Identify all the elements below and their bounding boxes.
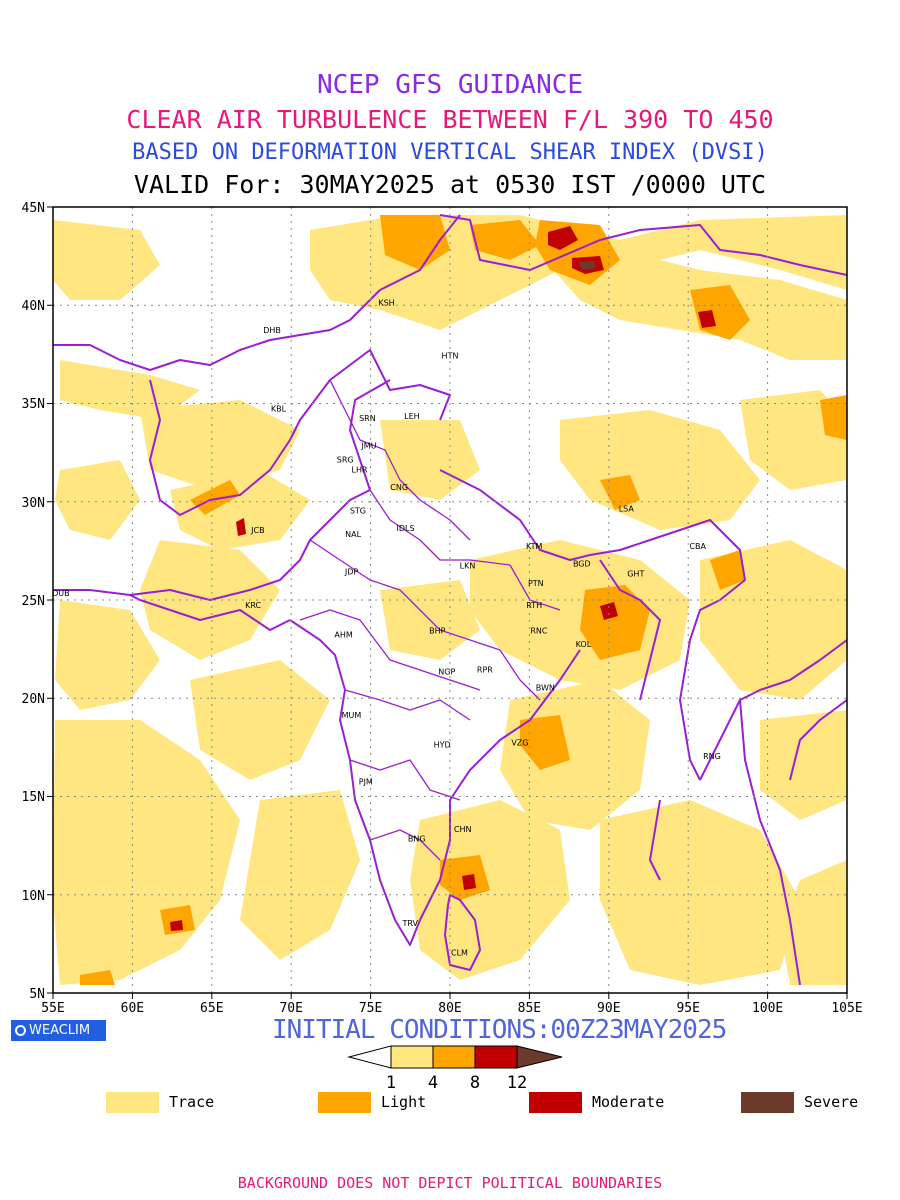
city-label-pjm: PJM bbox=[359, 778, 373, 787]
lon-label: 85E bbox=[518, 1001, 541, 1016]
weaclim-logo: WEACLIM bbox=[11, 1020, 106, 1041]
city-label-stg: STG bbox=[350, 507, 366, 516]
lat-label: 40N bbox=[22, 299, 45, 314]
lon-label: 65E bbox=[200, 1001, 223, 1016]
lat-label: 45N bbox=[22, 201, 45, 216]
latitude-labels: 45N 40N 35N 30N 25N 20N 15N 10N 5N bbox=[22, 201, 45, 1002]
lat-label: 30N bbox=[22, 496, 45, 511]
city-label-lsa: LSA bbox=[619, 505, 635, 514]
lon-label: 95E bbox=[676, 1001, 699, 1016]
city-label-htn: HTN bbox=[442, 351, 459, 360]
lat-label: 15N bbox=[22, 790, 45, 805]
lat-label: 5N bbox=[29, 987, 45, 1002]
lat-label: 35N bbox=[22, 397, 45, 412]
colorbar-segment-moderate bbox=[474, 1045, 518, 1069]
city-label-rng: RNG bbox=[703, 752, 721, 761]
legend-label: Trace bbox=[169, 1093, 215, 1111]
city-label-ktm: KTM bbox=[526, 542, 543, 551]
legend-label: Severe bbox=[804, 1093, 859, 1111]
lon-label: 60E bbox=[121, 1001, 144, 1016]
legend-swatch bbox=[529, 1092, 582, 1113]
axis-ticks bbox=[47, 206, 848, 999]
longitude-labels: 55E 60E 65E 70E 75E 80E 85E 90E 95E 100E… bbox=[41, 1001, 862, 1016]
legend-label: Moderate bbox=[592, 1093, 665, 1111]
colorbar-tick-label: 1 bbox=[386, 1073, 396, 1093]
city-label-rnc: RNC bbox=[530, 626, 548, 635]
city-label-vzg: VZG bbox=[511, 738, 528, 747]
city-label-chn: CHN bbox=[454, 825, 472, 834]
city-label-lkn: LKN bbox=[460, 562, 476, 571]
legend-swatch bbox=[106, 1092, 159, 1113]
city-label-leh: LEH bbox=[404, 412, 420, 421]
initial-conditions: INITIAL CONDITIONS:00Z23MAY2025 bbox=[272, 1015, 727, 1045]
legend-label: Light bbox=[381, 1093, 427, 1111]
city-label-hyd: HYD bbox=[434, 740, 451, 749]
city-label-dhb: DHB bbox=[263, 326, 281, 335]
colorbar-segment-severe bbox=[516, 1045, 563, 1069]
globe-icon bbox=[15, 1025, 26, 1036]
city-label-bng: BNG bbox=[408, 835, 426, 844]
lon-label: 55E bbox=[41, 1001, 64, 1016]
city-label-kbl: KBL bbox=[271, 404, 287, 413]
city-label-ngp: NGP bbox=[438, 668, 455, 677]
legend-swatch bbox=[741, 1092, 794, 1113]
colorbar-segment-trace bbox=[390, 1045, 434, 1069]
title-valid-time: VALID For: 30MAY2025 at 0530 IST /0000 U… bbox=[133, 170, 767, 199]
city-label-krc: KRC bbox=[245, 601, 261, 610]
city-label-cng: CNG bbox=[390, 483, 408, 492]
lat-lon-grid bbox=[53, 207, 847, 993]
city-label-ksh: KSH bbox=[378, 298, 394, 307]
city-label-ght: GHT bbox=[627, 569, 644, 578]
city-label-kol: KOL bbox=[576, 640, 592, 649]
lon-label: 80E bbox=[438, 1001, 461, 1016]
lon-label: 105E bbox=[831, 1001, 862, 1016]
city-label-idls: IDLS bbox=[396, 524, 414, 533]
colorbar-segment-light bbox=[432, 1045, 476, 1069]
city-label-clm: CLM bbox=[451, 949, 468, 958]
city-label-bhp: BHP bbox=[429, 626, 446, 635]
lat-label: 20N bbox=[22, 692, 45, 707]
footer-disclaimer: BACKGROUND DOES NOT DEPICT POLITICAL BOU… bbox=[237, 1174, 663, 1192]
title-method: BASED ON DEFORMATION VERTICAL SHEAR INDE… bbox=[132, 140, 768, 165]
city-label-trv: TRV bbox=[402, 919, 419, 928]
colorbar-tick-label: 4 bbox=[428, 1073, 438, 1093]
lon-label: 100E bbox=[752, 1001, 783, 1016]
colorbar-tick-label: 12 bbox=[507, 1073, 527, 1093]
city-label-srn: SRN bbox=[359, 414, 376, 423]
city-label-lhr: LHR bbox=[351, 465, 367, 474]
lat-label: 10N bbox=[22, 889, 45, 904]
title-product: CLEAR AIR TURBULENCE BETWEEN F/L 390 TO … bbox=[126, 105, 774, 134]
city-label-srg: SRG bbox=[337, 456, 354, 465]
logo-text: WEACLIM bbox=[29, 1023, 91, 1038]
city-label-cba: CBA bbox=[689, 542, 706, 551]
city-label-bwn: BWN bbox=[536, 683, 555, 692]
lat-label: 25N bbox=[22, 594, 45, 609]
city-label-mum: MUM bbox=[342, 711, 362, 720]
title-model: NCEP GFS GUIDANCE bbox=[316, 70, 584, 100]
city-label-nal: NAL bbox=[345, 530, 361, 539]
city-label-jdp: JDP bbox=[344, 568, 359, 577]
colorbar-tick-label: 8 bbox=[470, 1073, 480, 1093]
country-boundaries bbox=[53, 214, 847, 986]
colorbar bbox=[347, 1045, 563, 1069]
lon-label: 90E bbox=[597, 1001, 620, 1016]
city-label-rth: RTH bbox=[526, 601, 542, 610]
city-label-ahm: AHM bbox=[334, 630, 352, 639]
city-label-jcb: JCB bbox=[250, 526, 264, 535]
lon-label: 75E bbox=[359, 1001, 382, 1016]
lon-label: 70E bbox=[279, 1001, 302, 1016]
legend-swatch bbox=[318, 1092, 371, 1113]
colorbar-below-arrow bbox=[347, 1045, 392, 1069]
city-label-bgd: BGD bbox=[573, 560, 591, 569]
city-label-dub: DUB bbox=[52, 589, 70, 598]
severe-turbulence-areas bbox=[578, 261, 596, 270]
city-label-rpr: RPR bbox=[477, 666, 493, 675]
colorbar-ticks: 1 4 8 12 bbox=[386, 1073, 527, 1093]
city-label-jmu: JMU bbox=[360, 442, 376, 451]
city-label-ptn: PTN bbox=[528, 579, 544, 588]
